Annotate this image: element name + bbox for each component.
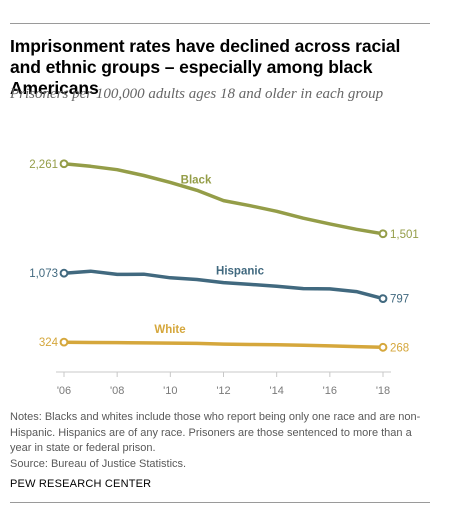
chart-title: Imprisonment rates have declined across …	[10, 36, 401, 98]
notes-text: Notes: Blacks and whites include those w…	[10, 411, 421, 454]
black-series-line	[62, 162, 385, 236]
white-end-marker	[378, 342, 388, 352]
hispanic-series-line	[62, 269, 385, 301]
white-series-name-label: White	[154, 324, 185, 336]
black-end-marker	[378, 229, 388, 239]
source-text: Source: Bureau of Justice Statistics.	[10, 457, 187, 470]
hispanic-end-marker	[378, 294, 388, 303]
x-tick-label: '18	[376, 385, 390, 397]
black-start-marker	[59, 159, 69, 169]
hispanic-start-value-label: 1,073	[29, 268, 58, 280]
white-end-value-label: 268	[390, 342, 409, 354]
brand-label: PEW RESEARCH CENTER	[10, 478, 152, 490]
x-tick-label: '06	[57, 385, 71, 397]
x-tick-label: '12	[216, 385, 230, 397]
chart-subtitle: Prisoners per 100,000 adults ages 18 and…	[10, 86, 384, 102]
hispanic-start-marker	[59, 268, 69, 278]
black-start-value-label: 2,261	[29, 159, 58, 171]
bottom-rule	[10, 502, 430, 503]
x-tick-label: '08	[110, 385, 124, 397]
hispanic-series-name-label: Hispanic	[216, 265, 265, 277]
x-tick-label: '16	[323, 385, 337, 397]
x-tick-label: '10	[163, 385, 177, 397]
white-series-line	[62, 340, 385, 350]
line-chart: '06 '08 '10 '12 '14 '16 '18 2,261 1,501 Black 1,07…	[29, 159, 419, 397]
white-start-value-label: 324	[39, 337, 59, 349]
black-end-value-label: 1,501	[390, 229, 419, 241]
black-series-name-label: Black	[181, 174, 212, 186]
hispanic-end-value-label: 797	[390, 294, 409, 306]
chart-notes: Notes: Blacks and whites include those w…	[10, 410, 430, 472]
top-rule	[10, 23, 430, 24]
x-tick-label: '14	[269, 385, 283, 397]
white-start-marker	[59, 337, 69, 347]
